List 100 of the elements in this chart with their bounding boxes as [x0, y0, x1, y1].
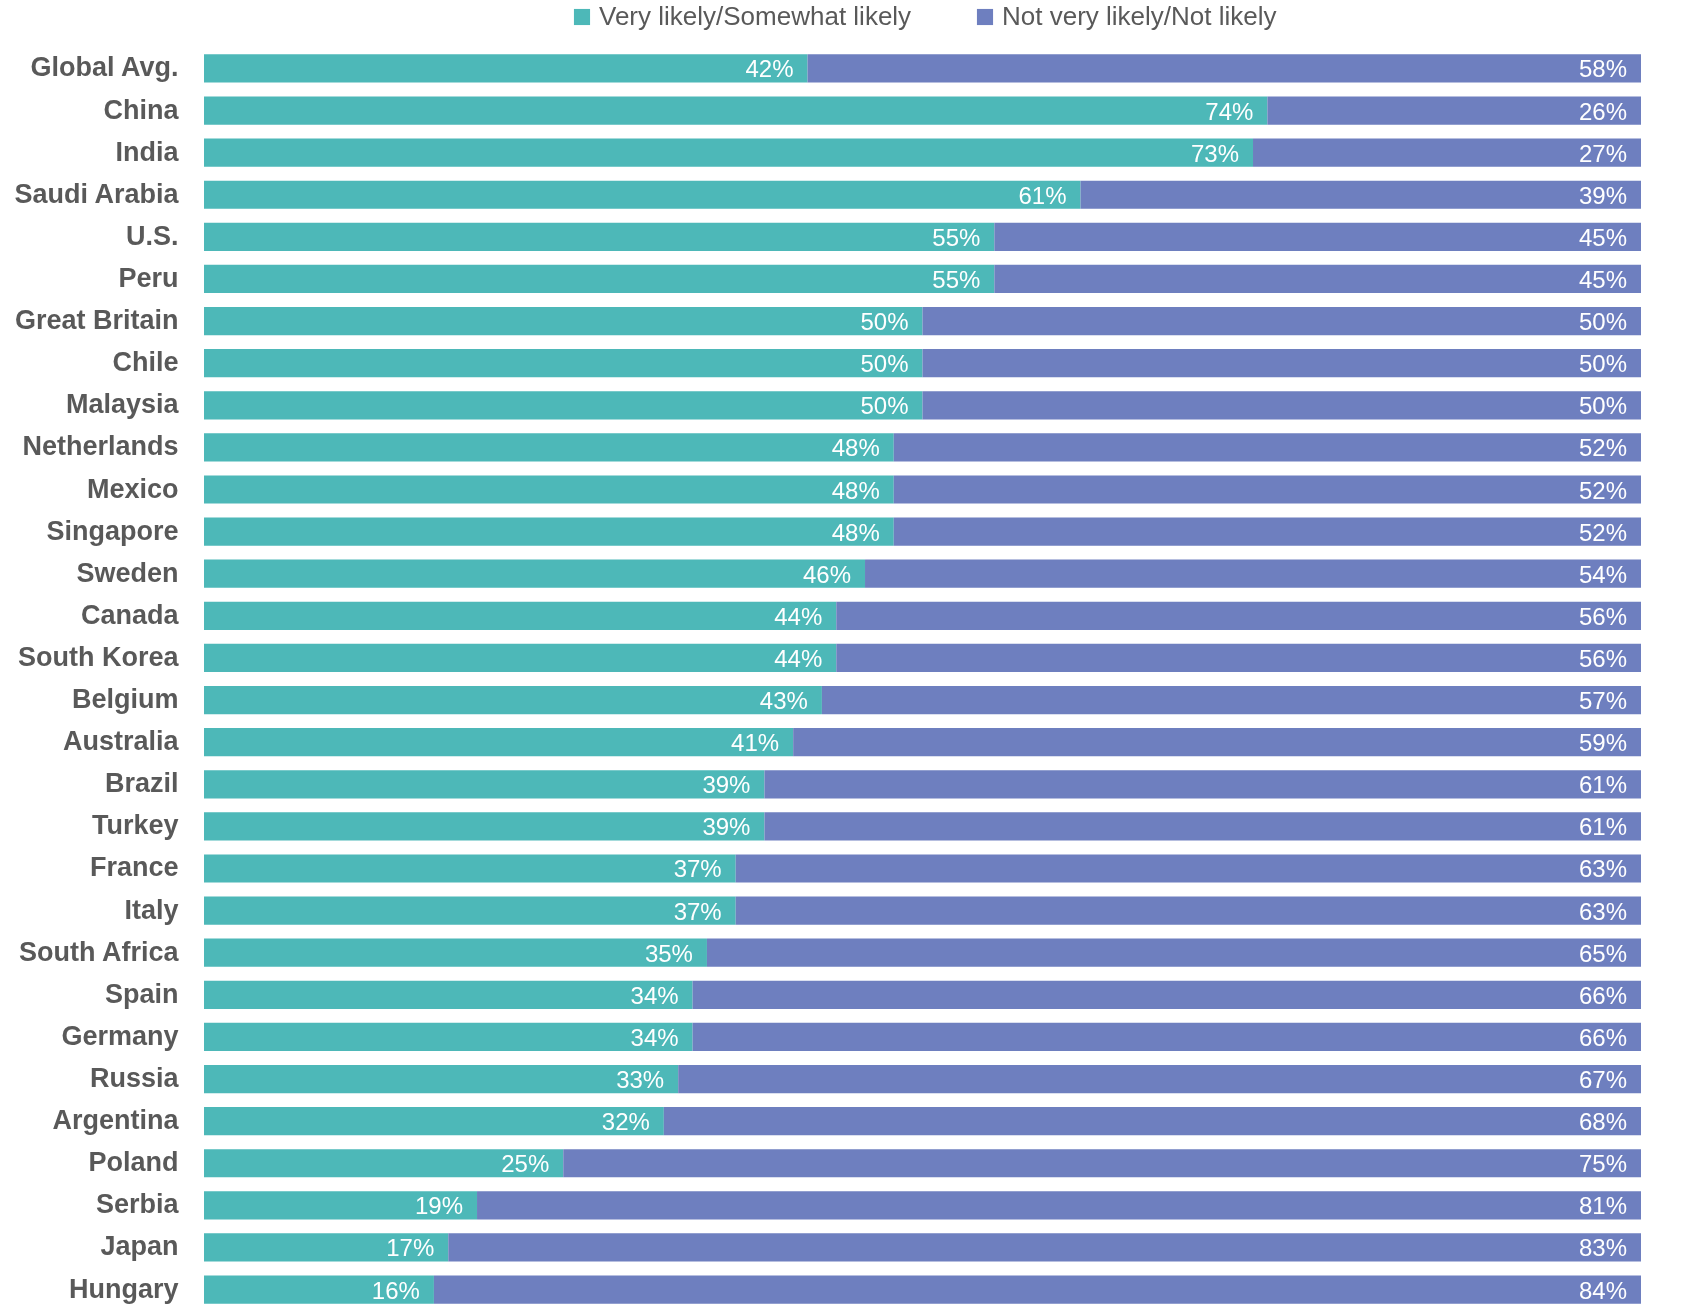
data-label: 19%: [414, 1192, 464, 1220]
bar: [204, 601, 837, 630]
bar: [865, 559, 1641, 588]
data-label: 25%: [501, 1150, 550, 1178]
data-label: 56%: [1578, 644, 1627, 672]
data-label: 52%: [1578, 434, 1627, 462]
data-label: 42%: [745, 55, 794, 83]
y-tick-label: Argentina: [52, 1105, 180, 1136]
data-label: 63%: [1578, 855, 1627, 883]
y-tick-label: Malaysia: [65, 389, 180, 420]
data-label: 75%: [1578, 1150, 1627, 1178]
bar: [692, 980, 1641, 1009]
data-label: 27%: [1578, 139, 1627, 167]
y-tick-label: Saudi Arabia: [14, 178, 180, 209]
y-tick-label: Peru: [118, 262, 179, 293]
y-tick-label: Brazil: [104, 768, 179, 799]
bar: [994, 222, 1641, 251]
bar: [204, 349, 923, 378]
data-label: 50%: [860, 350, 909, 378]
bar: [204, 1191, 478, 1220]
bar: [204, 643, 837, 673]
data-label: 56%: [1578, 602, 1627, 630]
data-label: 50%: [860, 392, 909, 420]
bar: [204, 770, 765, 799]
bar: [821, 685, 1641, 715]
bar: [204, 685, 822, 715]
bar: [204, 54, 808, 83]
data-label: 26%: [1578, 97, 1627, 125]
data-label: 48%: [831, 476, 880, 504]
data-label: 50%: [1578, 350, 1627, 378]
bar: [204, 517, 894, 546]
data-label: 46%: [802, 560, 852, 588]
y-tick-label: India: [115, 136, 180, 167]
data-label: 81%: [1578, 1192, 1627, 1220]
bar: [836, 643, 1641, 673]
data-label: 61%: [1578, 771, 1627, 799]
data-label: 37%: [673, 855, 722, 883]
data-label: 48%: [831, 434, 880, 462]
data-label: 65%: [1578, 939, 1627, 967]
data-label: 52%: [1578, 476, 1627, 504]
y-tick-label: Sweden: [76, 557, 179, 588]
bar: [204, 475, 894, 504]
data-label: 44%: [774, 602, 823, 630]
data-label: 37%: [673, 897, 722, 925]
y-tick-label: Australia: [62, 726, 180, 757]
bar: [663, 1107, 1641, 1136]
bar: [204, 896, 736, 925]
data-label: 68%: [1578, 1108, 1627, 1136]
y-tick-label: Global Avg.: [30, 52, 179, 83]
y-tick-label: Japan: [100, 1231, 179, 1262]
y-tick-label: U.S.: [125, 220, 179, 251]
data-label: 66%: [1578, 981, 1627, 1009]
data-label: 32%: [601, 1108, 650, 1136]
bar: [204, 854, 736, 883]
data-label: 50%: [1578, 308, 1627, 336]
y-tick-label: France: [89, 852, 179, 883]
bar: [204, 559, 866, 588]
bar: [735, 854, 1641, 883]
data-label: 55%: [932, 265, 981, 293]
y-tick-label: Spain: [104, 978, 179, 1009]
bar: [204, 1149, 564, 1178]
y-tick-label: Mexico: [86, 473, 179, 504]
y-tick-label: Germany: [61, 1020, 179, 1051]
bar: [1267, 96, 1641, 125]
data-label: 84%: [1578, 1276, 1627, 1304]
bar: [994, 264, 1641, 294]
data-label: 50%: [1578, 392, 1627, 420]
bar: [204, 222, 995, 251]
bar: [1253, 138, 1641, 167]
y-tick-label: Singapore: [46, 515, 179, 546]
y-tick-label: Poland: [88, 1147, 179, 1178]
data-label: 61%: [1018, 181, 1067, 209]
bar: [204, 264, 995, 294]
bar: [204, 391, 923, 420]
data-label: 63%: [1578, 897, 1627, 925]
data-label: 33%: [616, 1066, 665, 1094]
data-label: 54%: [1578, 560, 1627, 588]
bar: [204, 1064, 679, 1094]
legend-label: Very likely/Somewhat likely: [599, 1, 912, 31]
bar: [922, 349, 1641, 378]
data-label: 57%: [1578, 687, 1627, 715]
y-tick-label: Russia: [89, 1063, 180, 1094]
bar: [204, 180, 1081, 209]
y-tick-label: Italy: [124, 894, 179, 925]
data-label: 59%: [1578, 729, 1627, 757]
data-label: 61%: [1578, 813, 1627, 841]
bar: [893, 433, 1641, 462]
data-label: 66%: [1578, 1023, 1627, 1051]
data-label: 34%: [630, 981, 679, 1009]
bar: [764, 770, 1641, 799]
data-label: 45%: [1578, 223, 1627, 251]
bar: [678, 1064, 1641, 1094]
bar: [448, 1233, 1641, 1262]
bar: [204, 1275, 434, 1304]
bar: [204, 938, 707, 967]
y-tick-label: Great Britain: [14, 305, 179, 336]
bar: [893, 517, 1641, 546]
data-label: 17%: [386, 1234, 435, 1262]
bar: [1080, 180, 1641, 209]
data-label: 67%: [1578, 1066, 1627, 1094]
